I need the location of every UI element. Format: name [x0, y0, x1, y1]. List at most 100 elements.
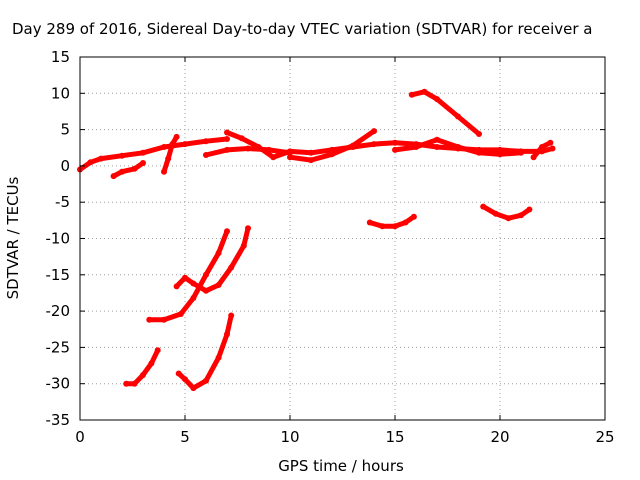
y-tick-label: -25 — [46, 338, 71, 356]
data-track — [366, 213, 417, 230]
data-track-line — [146, 228, 230, 323]
data-point — [161, 316, 167, 323]
data-series — [77, 88, 556, 392]
data-point — [228, 264, 235, 271]
data-point — [287, 148, 293, 155]
data-point — [245, 145, 251, 152]
data-point — [421, 88, 428, 95]
data-point — [240, 242, 247, 249]
y-tick-label: 0 — [60, 157, 70, 175]
data-point — [518, 212, 524, 219]
data-point — [526, 206, 533, 213]
data-point — [87, 159, 94, 166]
data-point — [131, 380, 138, 387]
y-tick-label: 15 — [51, 48, 70, 66]
y-tick-label: -30 — [46, 375, 71, 393]
data-point — [123, 380, 130, 387]
data-point — [492, 210, 499, 217]
data-track — [480, 203, 533, 222]
data-point — [547, 139, 554, 146]
x-tick-label: 0 — [75, 428, 85, 446]
data-point — [203, 287, 209, 294]
data-point — [497, 151, 503, 158]
data-point — [224, 146, 230, 153]
data-point — [549, 145, 556, 152]
data-point — [408, 91, 415, 98]
data-point — [245, 225, 251, 232]
data-point — [215, 250, 222, 256]
data-point — [131, 165, 138, 172]
data-track-line — [161, 134, 180, 175]
data-point — [203, 271, 209, 278]
data-point — [203, 138, 209, 145]
data-point — [392, 146, 398, 153]
data-point — [161, 144, 167, 150]
data-point — [190, 295, 197, 301]
data-track — [530, 139, 554, 161]
data-point — [255, 144, 262, 150]
data-point — [308, 149, 314, 156]
data-point — [173, 133, 180, 140]
data-point — [329, 151, 335, 158]
data-point — [224, 129, 230, 136]
data-point — [169, 141, 176, 148]
data-point — [140, 149, 146, 156]
data-point — [518, 149, 524, 156]
x-tick-label: 5 — [180, 428, 190, 446]
data-point — [505, 215, 512, 222]
data-point — [371, 128, 377, 135]
data-point — [98, 155, 104, 162]
data-point — [434, 96, 440, 103]
data-point — [148, 360, 155, 367]
data-point — [238, 135, 245, 142]
data-point — [215, 354, 222, 361]
data-point — [190, 280, 197, 287]
data-point — [173, 283, 180, 290]
data-point — [182, 376, 188, 383]
data-point — [140, 372, 146, 378]
chart-title: Day 289 of 2016, Sidereal Day-to-day VTE… — [12, 20, 593, 38]
data-track — [287, 128, 377, 164]
data-point — [530, 154, 537, 161]
data-point — [146, 316, 153, 323]
data-point — [287, 154, 293, 161]
data-point — [480, 203, 487, 210]
y-tick-label: -35 — [46, 411, 71, 429]
data-point — [215, 282, 222, 288]
data-point — [175, 370, 182, 377]
data-track-line — [409, 89, 482, 137]
data-point — [165, 155, 172, 162]
data-point — [392, 223, 398, 230]
data-point — [413, 144, 419, 150]
data-point — [182, 274, 188, 281]
data-point — [154, 347, 161, 354]
data-point — [379, 223, 386, 230]
data-track-line — [123, 347, 161, 387]
data-point — [161, 168, 167, 175]
x-tick-label: 25 — [595, 428, 614, 446]
data-point — [224, 228, 230, 235]
x-axis-label: GPS time / hours — [278, 457, 404, 475]
axis-ticks: 0 5 10 15 20 25 15 10 5 0 -5 -10 -15 -20 -25 -30 -35 — [46, 48, 615, 446]
x-tick-label: 20 — [490, 428, 509, 446]
data-point — [177, 311, 184, 317]
data-point — [410, 213, 417, 220]
data-point — [434, 136, 440, 143]
y-tick-label: 5 — [60, 121, 70, 139]
grid-lines — [80, 57, 605, 420]
y-tick-label: -5 — [55, 193, 70, 211]
data-point — [455, 113, 461, 120]
data-point — [350, 142, 356, 149]
data-point — [190, 385, 197, 392]
data-track — [110, 160, 146, 180]
data-point — [476, 149, 482, 156]
data-point — [402, 219, 409, 226]
data-point — [308, 157, 314, 164]
data-point — [366, 219, 373, 226]
plot-frame — [79, 56, 606, 421]
data-point — [228, 312, 235, 319]
data-point — [392, 139, 398, 146]
data-point — [434, 144, 440, 150]
data-point — [119, 168, 125, 175]
